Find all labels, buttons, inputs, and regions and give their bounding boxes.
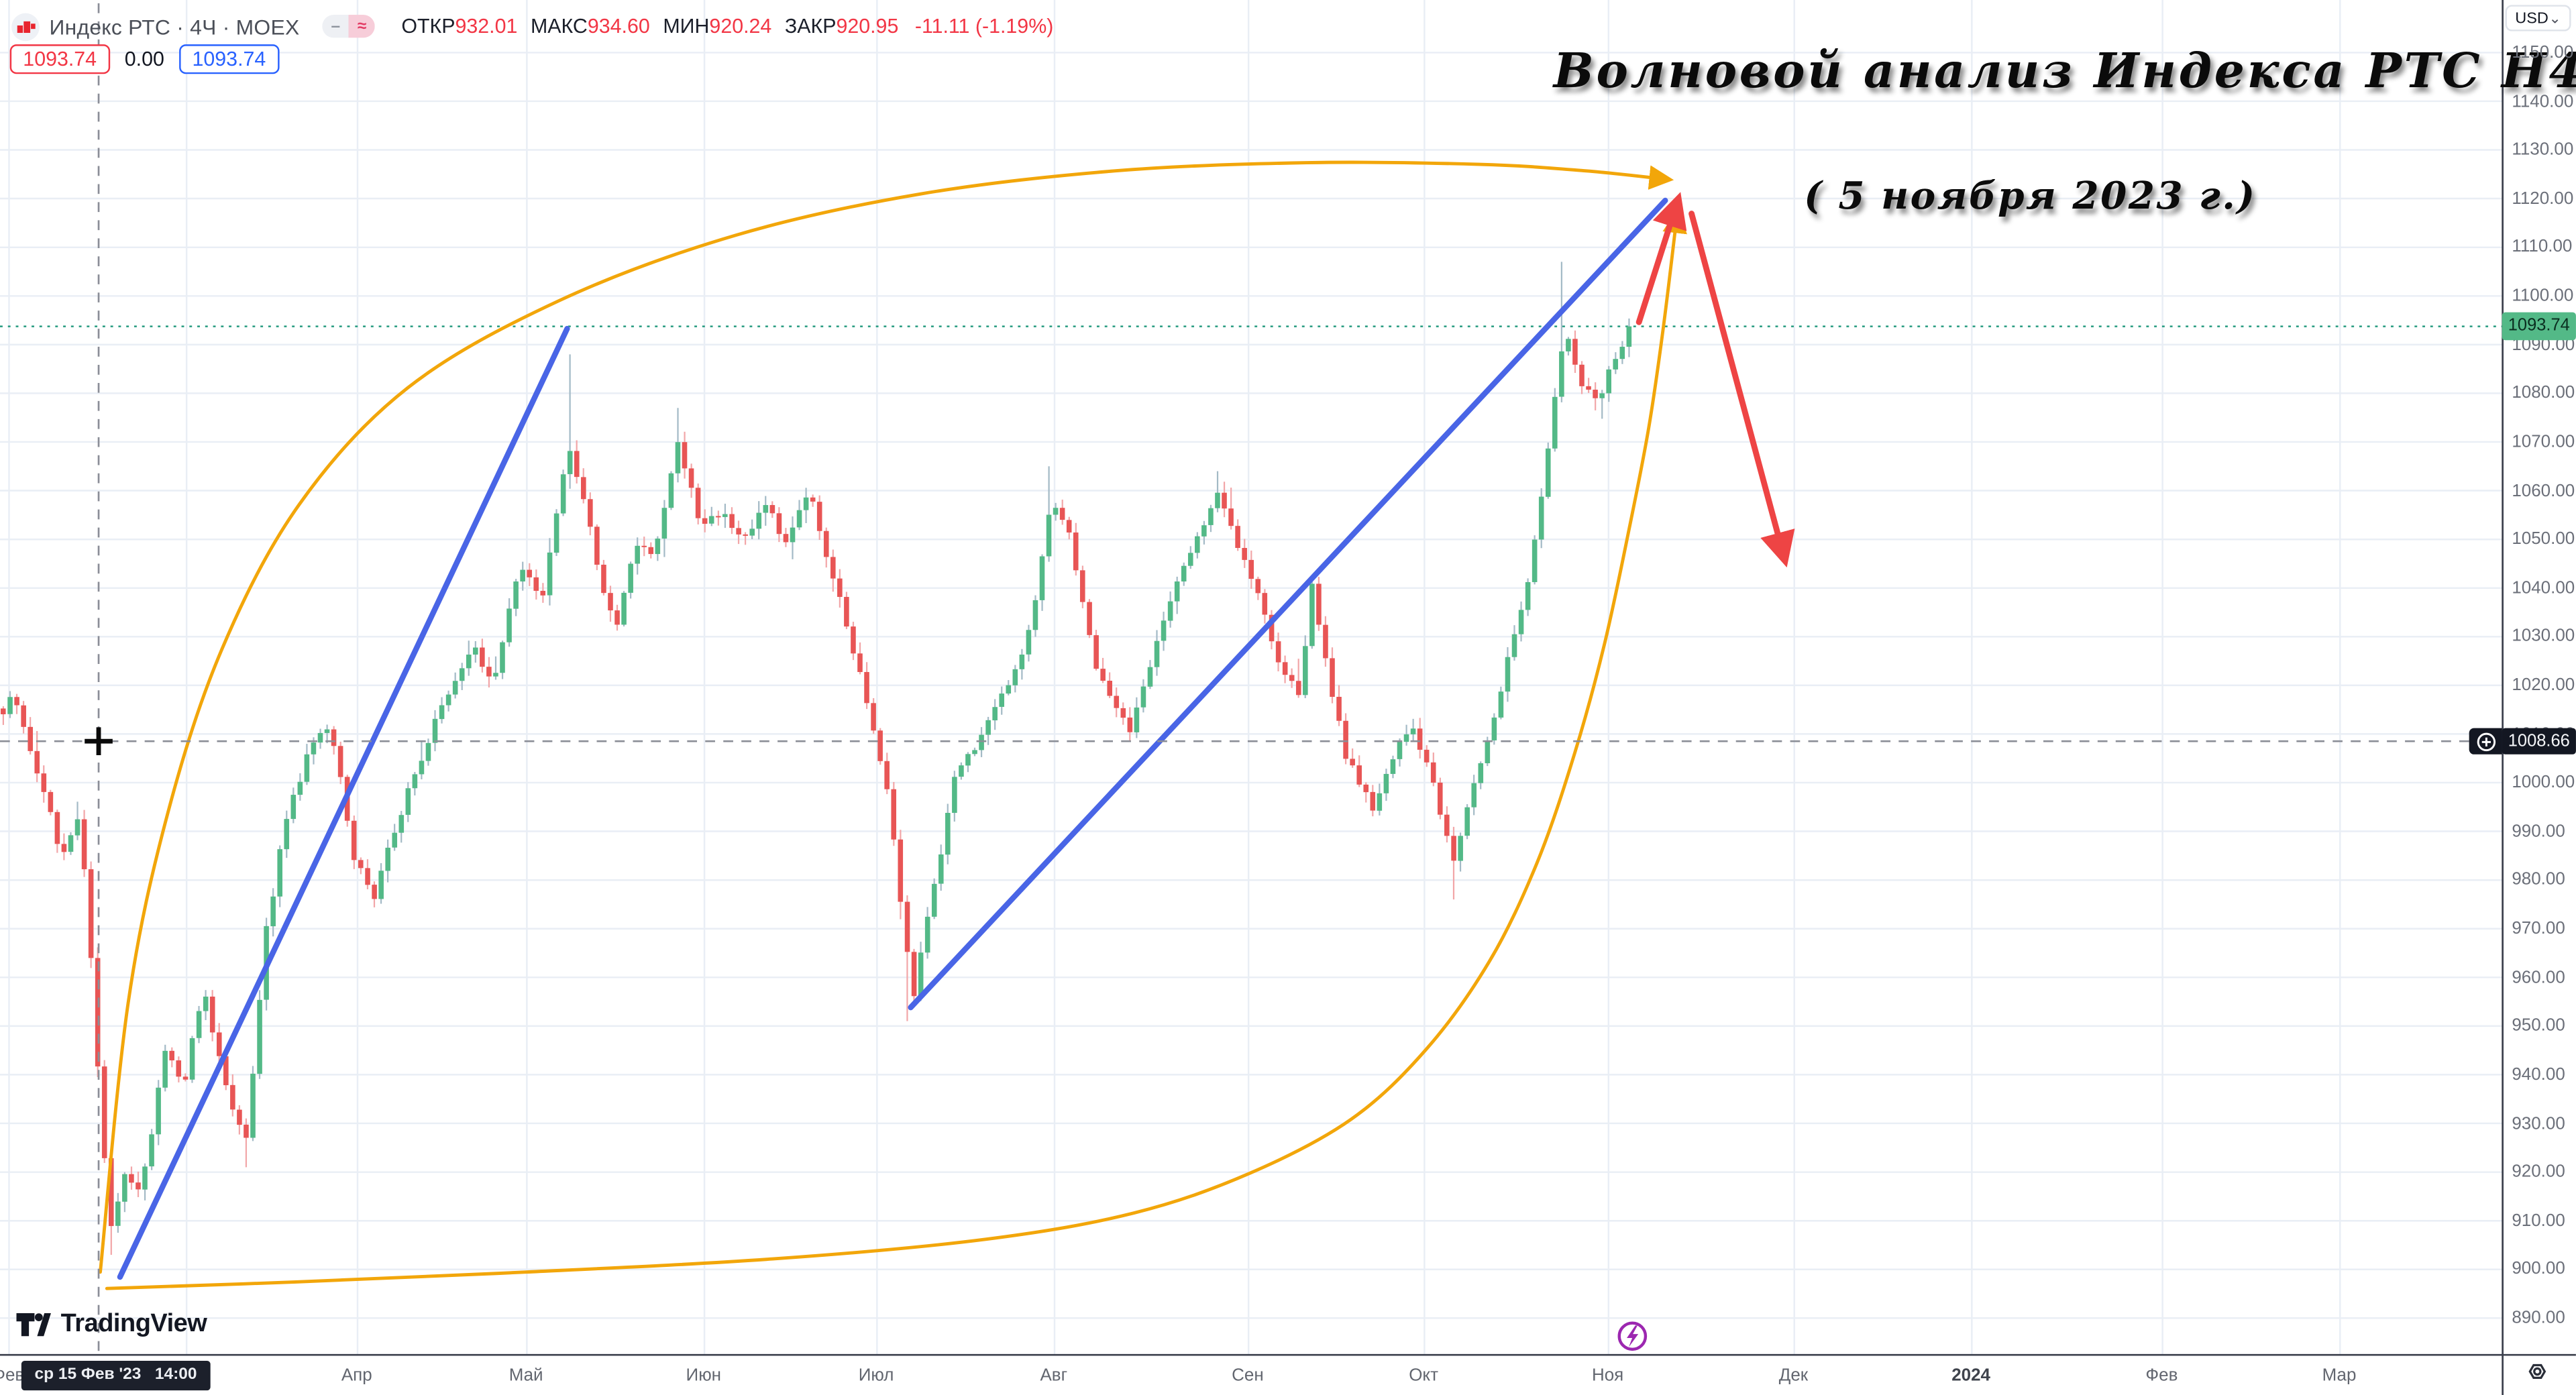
tradingview-logo-icon (16, 1313, 51, 1337)
price-tick-label: 1150.00 (2512, 42, 2574, 63)
price-tick-label: 900.00 (2512, 1260, 2565, 1280)
currency-selector[interactable]: USD ⌄ (2505, 5, 2571, 32)
tradingview-logo-text: TradingView (60, 1310, 207, 1338)
symbol-logo-icon (11, 12, 40, 41)
time-tick-label: Окт (1409, 1365, 1438, 1386)
time-tick-label: Мар (2322, 1365, 2357, 1386)
time-tick-label: 2024 (1951, 1365, 1991, 1386)
price-tick-label: 1120.00 (2512, 188, 2574, 209)
open-value: 932.01 (455, 15, 518, 38)
time-tick-label: Фев (0, 1365, 25, 1386)
last-price-label: 1093.74 (2502, 313, 2576, 340)
ohlc-readout: ОТКР 932.01 МАКС 934.60 МИН 920.24 ЗАКР 920.… (401, 15, 1053, 38)
time-tick-label: Сен (1232, 1365, 1264, 1386)
price-tick-label: 1060.00 (2512, 480, 2575, 501)
price-tick-label: 960.00 (2512, 967, 2565, 987)
high-value: 934.60 (587, 15, 650, 38)
time-tick-label: Фев (2145, 1365, 2178, 1386)
price-tick-label: 890.00 (2512, 1308, 2565, 1329)
price-tick-label: 1070.00 (2512, 432, 2575, 452)
price-tick-label: 970.00 (2512, 918, 2565, 939)
tradingview-logo[interactable]: TradingView (16, 1310, 207, 1339)
price-tick-label: 1130.00 (2512, 140, 2574, 160)
chart-legend: Индекс РТС · 4Ч · MOEX – ≈ ОТКР 932.01 МА… (11, 10, 1053, 43)
price-tick-label: 1140.00 (2512, 91, 2574, 111)
legend-toggles[interactable]: – ≈ (322, 15, 376, 38)
price-tick-label: 950.00 (2512, 1016, 2565, 1036)
add-alert-plus-icon[interactable] (2469, 727, 2502, 755)
time-tick-label: Ноя (1591, 1365, 1624, 1386)
range-start-price-box[interactable]: 1093.74 (9, 44, 110, 74)
time-tick-label: Апр (341, 1365, 372, 1386)
price-tick-label: 990.00 (2512, 821, 2565, 842)
change-value: -11.11 (-1.19%) (914, 15, 1054, 38)
price-tick-label: 910.00 (2512, 1211, 2565, 1231)
price-tick-label: 1030.00 (2512, 626, 2575, 647)
price-tick-label: 1020.00 (2512, 675, 2575, 695)
range-diff-value: 0.00 (124, 48, 164, 71)
time-tick-label: Авг (1040, 1365, 1068, 1386)
price-scale-settings-icon[interactable] (2525, 1359, 2550, 1392)
symbol-title[interactable]: Индекс РТС · 4Ч · MOEX (49, 13, 300, 39)
crosshair (0, 3, 2469, 1355)
price-tick-label: 1040.00 (2512, 578, 2575, 598)
low-value: 920.24 (709, 15, 772, 38)
price-tick-label: 1110.00 (2512, 237, 2573, 258)
wave-indicator-icon[interactable]: ≈ (348, 15, 376, 38)
crosshair-price-label: 1008.66 (2502, 727, 2576, 755)
currency-label: USD (2515, 9, 2548, 27)
price-range-boxes: 1093.74 0.00 1093.74 (9, 43, 279, 76)
analysis-title: Волновой анализ Индекса РТС Н4 ( 5 ноябр… (1553, 42, 2576, 219)
price-tick-label: 930.00 (2512, 1113, 2565, 1133)
close-label: ЗАКР (784, 15, 837, 38)
open-label: ОТКР (401, 15, 455, 38)
range-end-price-box[interactable]: 1093.74 (178, 44, 279, 74)
hide-toggle-icon[interactable]: – (322, 15, 349, 38)
price-tick-label: 980.00 (2512, 870, 2565, 890)
drawing-annotations[interactable] (99, 160, 1795, 1290)
time-tick-label: Май (508, 1365, 543, 1386)
price-tick-label: 1050.00 (2512, 529, 2575, 549)
analysis-title-line1: Волновой анализ Индекса РТС Н4 (1553, 42, 2576, 99)
high-label: МАКС (531, 15, 588, 38)
low-label: МИН (663, 15, 710, 38)
price-tick-label: 1000.00 (2512, 773, 2575, 793)
candlestick-series (0, 262, 1632, 1255)
price-tick-label: 920.00 (2512, 1162, 2565, 1182)
close-value: 920.95 (836, 15, 899, 38)
analysis-title-line2: ( 5 ноября 2023 г.) (1804, 174, 2257, 219)
flash-idea-icon[interactable] (1617, 1321, 1648, 1351)
chevron-down-icon: ⌄ (2548, 9, 2561, 25)
time-tick-label: Июн (686, 1365, 722, 1386)
time-tick-label: Июл (858, 1365, 894, 1386)
crosshair-time-label: ср 15 Фев '23 14:00 (21, 1359, 211, 1391)
time-tick-label: Дек (1778, 1365, 1809, 1386)
price-tick-label: 1080.00 (2512, 383, 2575, 404)
price-tick-label: 1100.00 (2512, 286, 2574, 306)
price-tick-label: 940.00 (2512, 1064, 2565, 1085)
